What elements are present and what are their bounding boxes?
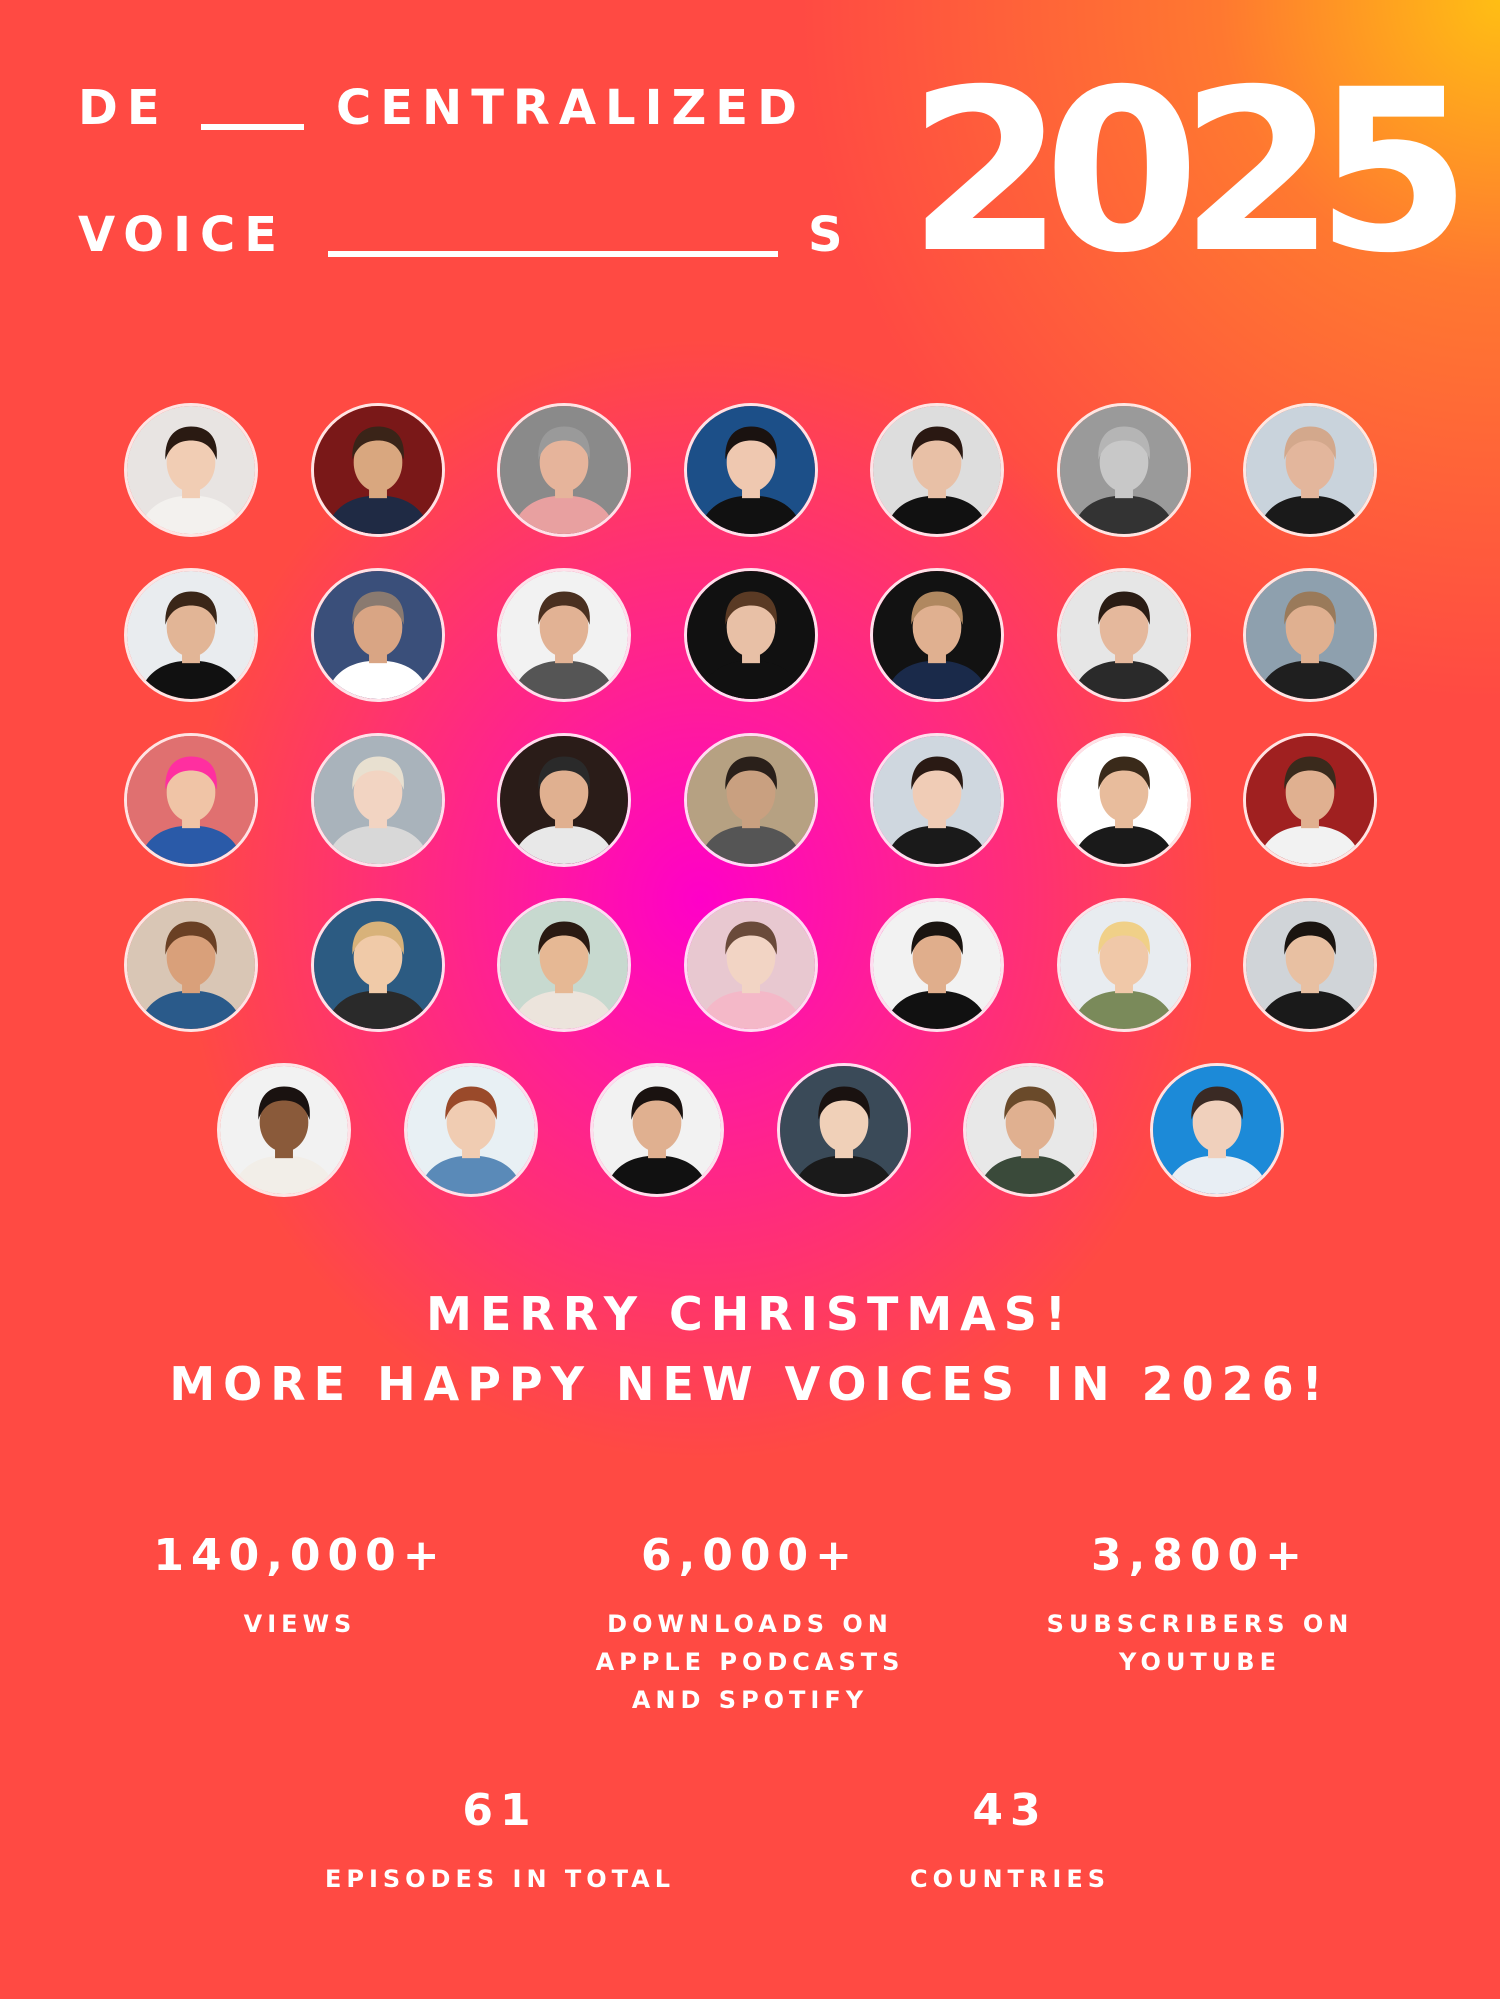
guest-avatar — [497, 403, 631, 537]
stat-value: 43 — [972, 1785, 1048, 1836]
guest-avatar — [590, 1063, 724, 1197]
guest-avatar — [217, 1063, 351, 1197]
stat-label-line: YOUTUBE — [1119, 1648, 1281, 1676]
guest-avatar — [1243, 403, 1377, 537]
stat-views: 140,000+ VIEWS — [90, 1530, 510, 1643]
guest-avatar — [683, 733, 818, 867]
guest-avatar — [1243, 898, 1377, 1032]
guest-avatar — [1056, 733, 1191, 867]
stat-label: DOWNLOADS ON APPLE PODCASTS AND SPOTIFY — [540, 1605, 960, 1719]
guest-avatar — [124, 733, 258, 867]
stat-value: 61 — [462, 1785, 538, 1836]
guest-avatar — [310, 733, 445, 867]
greeting-line-1: MERRY CHRISTMAS! — [426, 1287, 1074, 1341]
stat-subscribers: 3,800+ SUBSCRIBERS ON YOUTUBE — [990, 1530, 1410, 1681]
guest-avatar — [310, 568, 445, 702]
guest-avatar — [124, 403, 258, 537]
guest-avatar — [310, 898, 445, 1032]
stat-label-line: EPISODES IN TOTAL — [324, 1865, 676, 1893]
guest-avatar — [310, 403, 445, 537]
header-word-de: DE — [78, 80, 169, 136]
header-word-voice: VOICE — [78, 207, 286, 263]
guest-avatar — [1056, 403, 1191, 537]
guest-avatar — [1243, 568, 1377, 702]
guest-avatar — [870, 403, 1004, 537]
stat-label-line: SUBSCRIBERS ON — [1046, 1610, 1354, 1638]
header-word-centralized: CENTRALIZED — [336, 80, 806, 136]
guest-avatar — [497, 568, 631, 702]
header-word-s: S — [808, 207, 852, 263]
stat-label-line: AND SPOTIFY — [631, 1686, 869, 1714]
stat-label: SUBSCRIBERS ON YOUTUBE — [990, 1605, 1410, 1681]
guest-avatar — [870, 568, 1004, 702]
stat-label-line: COUNTRIES — [909, 1865, 1111, 1893]
stat-countries: 43 COUNTRIES — [800, 1785, 1220, 1898]
guest-avatar — [963, 1063, 1097, 1197]
guest-avatar — [497, 733, 631, 867]
guest-avatar — [1056, 568, 1191, 702]
stat-label-line: DOWNLOADS ON — [607, 1610, 893, 1638]
guest-avatar — [1149, 1063, 1284, 1197]
stat-label: EPISODES IN TOTAL — [290, 1860, 710, 1898]
stat-label-line: APPLE PODCASTS — [595, 1648, 905, 1676]
stat-label-line: VIEWS — [243, 1610, 357, 1638]
guest-avatar — [870, 898, 1004, 1032]
guest-avatar — [403, 1063, 538, 1197]
stat-value: 140,000+ — [153, 1530, 447, 1581]
guest-avatar — [497, 898, 631, 1032]
guest-avatar — [683, 898, 818, 1032]
guest-avatar — [1056, 898, 1191, 1032]
guest-avatar — [683, 403, 818, 537]
greeting-line-2: MORE HAPPY NEW VOICES IN 2026! — [169, 1357, 1331, 1411]
header-blank-1 — [201, 124, 304, 130]
guest-avatar — [683, 568, 818, 702]
stat-episodes: 61 EPISODES IN TOTAL — [290, 1785, 710, 1898]
guest-avatar — [870, 733, 1004, 867]
stat-label: VIEWS — [90, 1605, 510, 1643]
guest-avatar — [1243, 733, 1377, 867]
stat-value: 6,000+ — [640, 1530, 860, 1581]
guest-avatar — [124, 898, 258, 1032]
guest-avatar — [776, 1063, 911, 1197]
header-blank-2 — [328, 251, 778, 257]
stat-value: 3,800+ — [1090, 1530, 1310, 1581]
stat-downloads: 6,000+ DOWNLOADS ON APPLE PODCASTS AND S… — [540, 1530, 960, 1719]
year-title: 2025 — [908, 41, 1471, 302]
guest-avatar — [124, 568, 258, 702]
stat-label: COUNTRIES — [800, 1860, 1220, 1898]
